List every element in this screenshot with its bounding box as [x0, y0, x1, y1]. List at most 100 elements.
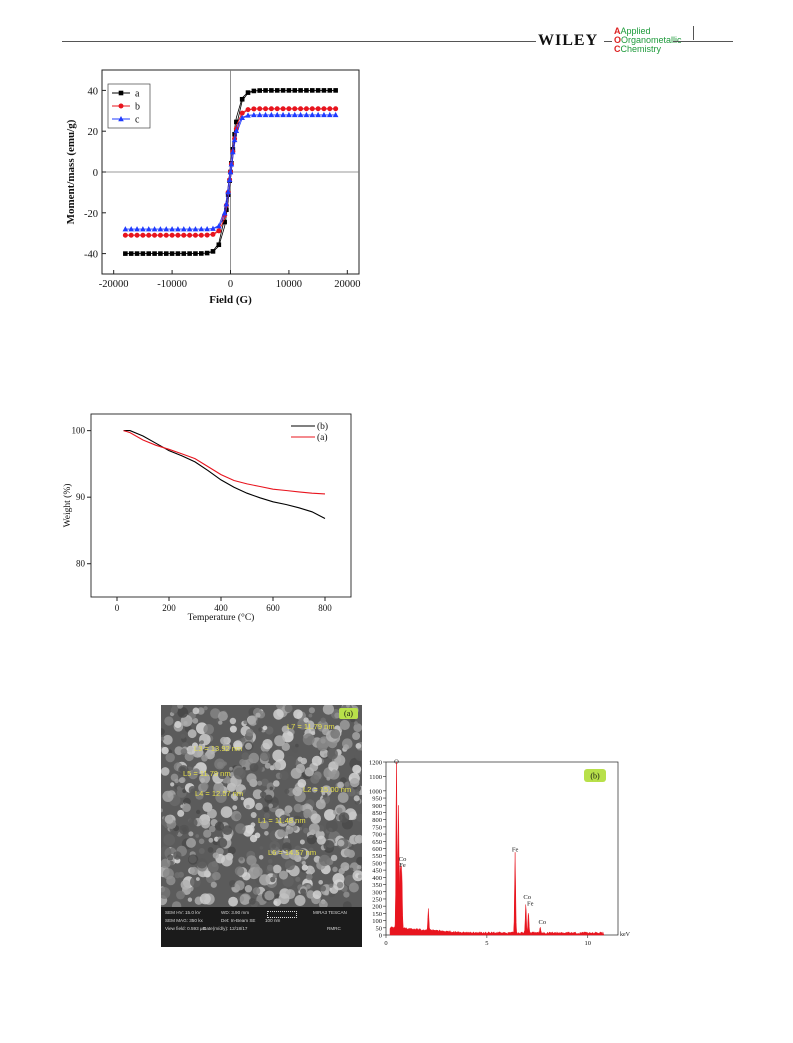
sem-grain	[337, 839, 345, 847]
tga-x-tick-label: 400	[214, 603, 228, 613]
sem-grain	[303, 717, 309, 723]
sem-scale-bar	[267, 911, 297, 918]
sem-grain	[161, 808, 163, 813]
sem-grain	[271, 844, 277, 849]
sem-grain	[330, 729, 341, 739]
vsm-point-c	[286, 111, 292, 118]
sem-grain	[228, 846, 236, 855]
sem-grain	[310, 868, 316, 873]
sem-grain	[195, 791, 204, 800]
vsm-point-a	[245, 90, 251, 95]
sem-grain	[246, 773, 257, 784]
sem-grain	[222, 742, 231, 752]
sem-grain	[347, 842, 352, 847]
sem-grain	[354, 721, 358, 725]
sem-grain	[316, 835, 326, 845]
sem-grain	[192, 707, 200, 715]
sem-grain	[252, 887, 261, 895]
vsm-point-c	[118, 116, 124, 122]
vsm-point-a	[198, 251, 204, 256]
sem-grain	[234, 880, 245, 891]
sem-grain	[323, 753, 328, 757]
vsm-point-c	[280, 111, 286, 118]
vsm-point-b	[327, 106, 333, 112]
sem-grain	[354, 750, 362, 762]
sem-grain	[243, 720, 248, 725]
publisher-logo: WILEY	[538, 32, 599, 49]
sem-grain	[199, 740, 204, 745]
sem-grain	[285, 826, 294, 834]
sem-grain	[220, 736, 228, 745]
vsm-point-c	[256, 111, 263, 118]
vsm-x-tick-label: -10000	[157, 279, 187, 290]
sem-grain	[246, 804, 250, 809]
sem-grain	[161, 858, 171, 869]
sem-grain	[215, 791, 227, 803]
vsm-point-c	[251, 111, 257, 118]
sem-grain	[249, 763, 259, 772]
sem-grain	[257, 780, 263, 786]
vsm-point-c	[227, 169, 234, 175]
sem-grain	[162, 790, 174, 802]
vsm-y-tick-label: 40	[88, 86, 99, 97]
vsm-point-a	[333, 88, 338, 93]
vsm-point-c	[186, 226, 193, 232]
sem-grain	[217, 837, 228, 848]
sem-grain	[214, 758, 226, 770]
header-rule-mid	[604, 41, 612, 42]
tga-frame	[90, 413, 352, 598]
sem-grain	[273, 709, 284, 720]
sem-grain	[306, 873, 313, 881]
sem-grain	[255, 712, 261, 718]
sem-view: View field: 0.593 μm	[165, 926, 207, 931]
vsm-point-c	[221, 210, 228, 216]
sem-grain	[163, 834, 176, 846]
sem-grain	[170, 706, 178, 714]
vsm-point-a	[327, 88, 333, 93]
sem-grain	[281, 725, 290, 734]
sem-grain	[284, 755, 296, 768]
edx-y-tick-label: 550	[372, 853, 382, 860]
vsm-point-b	[192, 232, 198, 238]
vsm-point-b	[280, 106, 286, 112]
sem-grain	[356, 865, 362, 870]
sem-grain	[186, 745, 196, 755]
sem-grain	[306, 890, 315, 899]
vsm-point-b	[333, 106, 339, 112]
vsm-y-tick-label: 0	[93, 168, 98, 179]
sem-grain	[161, 728, 165, 736]
sem-grain	[177, 809, 185, 817]
vsm-y-tick-label: -20	[84, 209, 98, 220]
vsm-point-c	[198, 226, 205, 232]
tga-x-tick-label: 200	[162, 603, 176, 613]
edx-y-tick-label: 450	[372, 868, 382, 875]
sem-grain	[325, 820, 338, 833]
sem-grain	[315, 799, 326, 810]
sem-grain	[303, 808, 312, 818]
sem-grain	[264, 890, 275, 901]
sem-grain	[274, 735, 286, 747]
sem-grain	[180, 879, 191, 890]
vsm-point-a	[239, 96, 245, 102]
sem-grain	[350, 777, 360, 788]
sem-grain	[255, 802, 263, 811]
sem-hv: SEM HV: 15.0 kV	[165, 910, 201, 915]
sem-grain	[188, 786, 197, 794]
sem-grain	[201, 755, 208, 762]
sem-grain	[207, 861, 219, 873]
edx-chart: 0501001502002503003504004505005506006507…	[369, 758, 631, 947]
vsm-point-c	[157, 226, 164, 232]
sem-grain	[346, 705, 350, 708]
sem-grain	[180, 714, 193, 727]
vsm-point-c	[163, 226, 170, 232]
sem-grain	[166, 875, 176, 886]
sem-grain	[272, 873, 278, 879]
sem-grain	[161, 746, 169, 755]
sem-grain	[180, 734, 186, 739]
sem-grain	[271, 823, 275, 827]
sem-grain	[174, 778, 179, 784]
sem-grain	[337, 781, 344, 789]
vsm-point-a	[128, 251, 134, 256]
sem-grain	[293, 815, 301, 823]
edx-y-tick-label: 1200	[369, 760, 382, 767]
